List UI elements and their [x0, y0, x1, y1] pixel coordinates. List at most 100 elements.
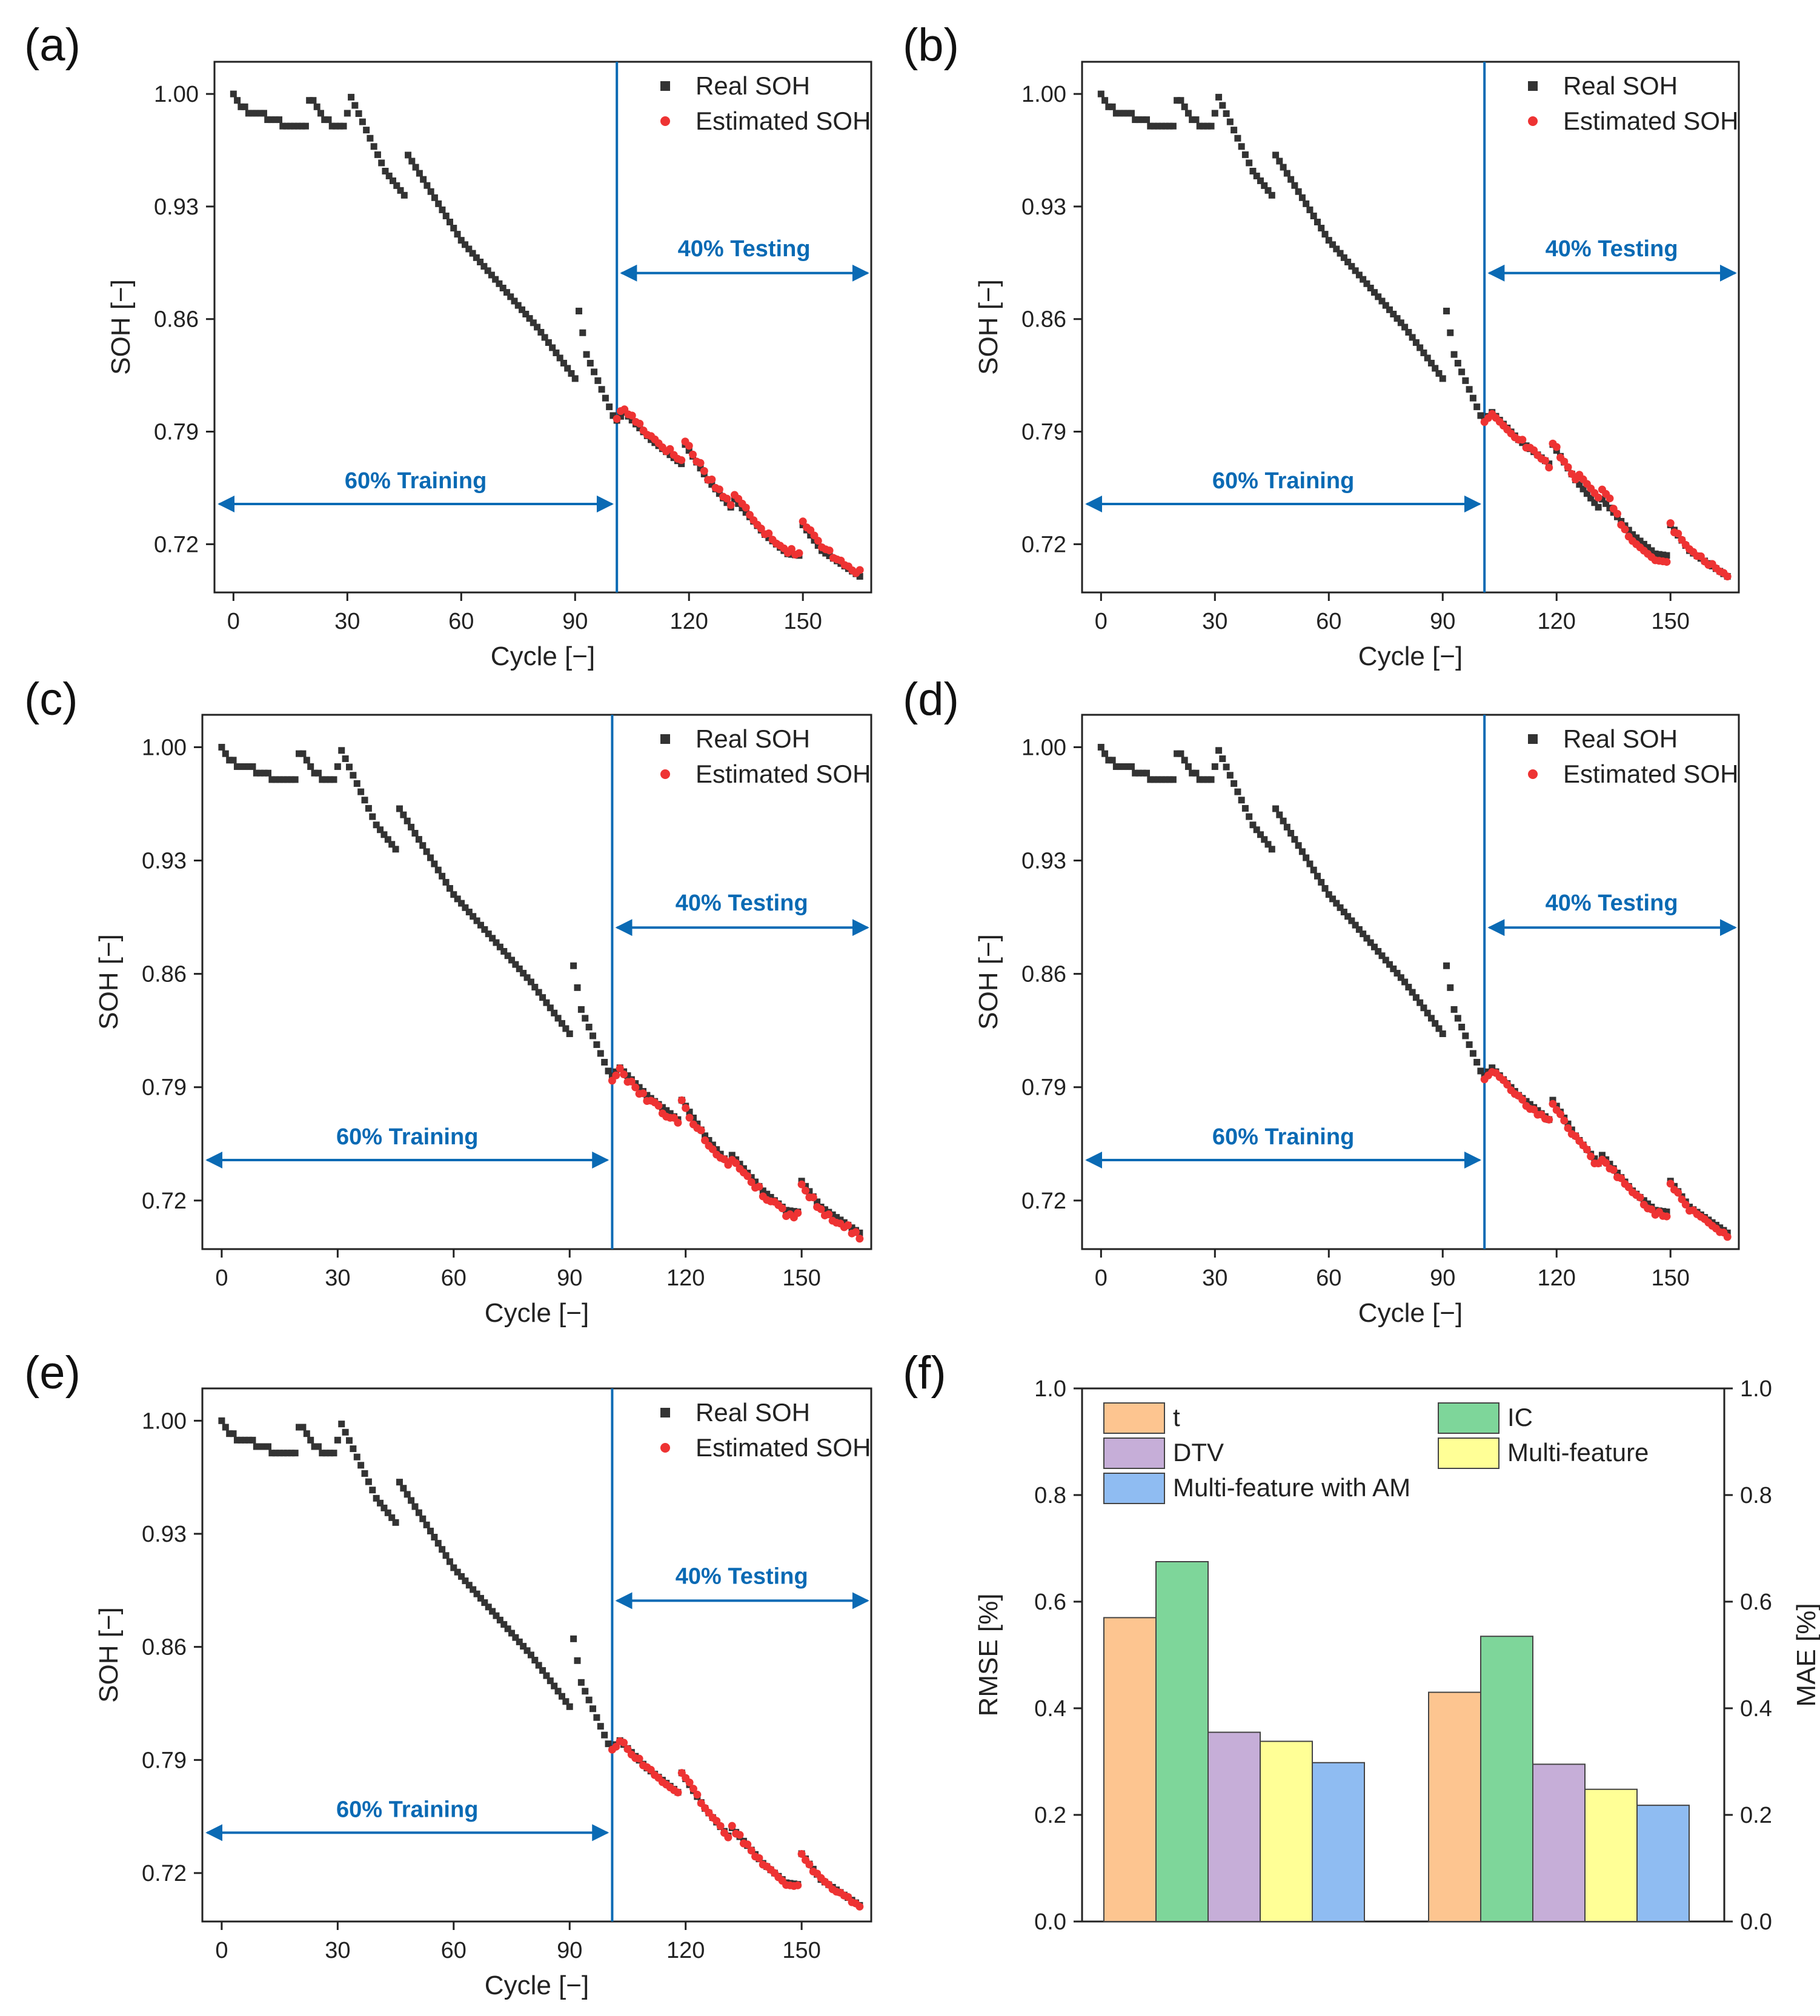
- real-soh-point: [659, 1104, 666, 1111]
- real-soh-point: [606, 403, 613, 411]
- estimated-soh-point: [1636, 1193, 1644, 1202]
- real-soh-point: [1204, 122, 1211, 130]
- real-soh-point: [504, 952, 511, 960]
- right-y-tick-label: 0.2: [1740, 1803, 1772, 1828]
- real-soh-point: [1591, 499, 1598, 506]
- x-tick-label: 90: [557, 1938, 582, 1963]
- soh-panel-d: (d) 0.72 0.79 0.86 0.93 1.00 0 30 60 90 120 150 Cycl…: [903, 674, 1740, 1328]
- real-soh-point: [496, 943, 503, 950]
- estimated-soh-point: [674, 1118, 682, 1127]
- real-soh-point: [1329, 895, 1337, 903]
- real-soh-point: [230, 757, 237, 764]
- real-soh-point: [535, 1662, 542, 1669]
- estimated-soh-point: [685, 1113, 694, 1122]
- real-soh-point: [450, 225, 457, 232]
- y-tick-label: 0.79: [154, 420, 199, 445]
- real-soh-point: [400, 1485, 407, 1492]
- legend-swatch-multi-feature-with-am: [1103, 1473, 1165, 1504]
- estimated-soh-point: [613, 414, 621, 423]
- real-soh-point: [226, 757, 233, 764]
- real-soh-point: [1663, 552, 1670, 559]
- estimated-soh-point: [755, 1182, 763, 1191]
- real-soh-point: [392, 1519, 399, 1526]
- real-soh-point: [1378, 952, 1386, 960]
- real-soh-point: [558, 1693, 565, 1700]
- real-soh-point: [499, 284, 506, 291]
- real-soh-point: [1280, 164, 1287, 171]
- real-soh-point: [271, 116, 279, 124]
- legend-estimated-label: Estimated SOH: [1563, 760, 1738, 788]
- real-soh-point: [1112, 763, 1120, 771]
- legend-real-label: Real SOH: [1563, 71, 1678, 100]
- real-soh-point: [446, 219, 453, 226]
- real-soh-point: [1602, 500, 1610, 507]
- real-soh-point: [526, 315, 533, 322]
- real-soh-point: [1397, 974, 1404, 981]
- real-soh-point: [439, 872, 446, 880]
- real-soh-point: [1207, 122, 1215, 130]
- real-soh-point: [303, 757, 310, 764]
- real-soh-point: [1246, 813, 1253, 820]
- real-soh-point: [377, 1499, 384, 1507]
- real-soh-point: [420, 176, 427, 183]
- real-soh-point: [473, 917, 480, 924]
- real-soh-point: [643, 1092, 651, 1099]
- estimated-soh-point: [1587, 1152, 1595, 1161]
- real-soh-point: [1587, 494, 1595, 502]
- estimated-soh-point: [1723, 1233, 1732, 1241]
- real-soh-point: [435, 200, 442, 207]
- real-soh-point: [1348, 917, 1355, 924]
- real-soh-point: [385, 172, 393, 179]
- real-soh-point: [1523, 1098, 1530, 1105]
- real-soh-point: [322, 1450, 330, 1457]
- real-soh-point: [462, 1577, 469, 1585]
- legend-swatch-multi-feature: [1438, 1437, 1500, 1469]
- real-soh-point: [405, 151, 412, 159]
- real-soh-point: [1287, 829, 1295, 837]
- real-soh-point: [1162, 776, 1169, 783]
- real-soh-point: [1109, 757, 1116, 764]
- real-soh-point: [1401, 323, 1409, 331]
- real-soh-point: [412, 164, 419, 171]
- legend-real-label: Real SOH: [696, 1398, 810, 1427]
- real-soh-point: [1378, 297, 1386, 305]
- real-soh-point: [1166, 122, 1173, 130]
- real-soh-point: [1355, 271, 1363, 279]
- real-soh-point: [357, 1462, 365, 1469]
- real-soh-point: [446, 885, 453, 892]
- mae-axis-label: MAE [%]: [1792, 1603, 1820, 1706]
- real-soh-point: [257, 769, 264, 777]
- estimated-soh-point: [1609, 1166, 1618, 1174]
- real-soh-point: [1280, 817, 1287, 824]
- real-soh-point: [546, 1004, 554, 1012]
- estimated-soh-point: [757, 524, 765, 532]
- real-soh-point: [1375, 947, 1382, 955]
- real-soh-point: [1151, 776, 1158, 783]
- real-soh-point: [218, 1417, 225, 1424]
- real-soh-point: [237, 103, 245, 110]
- real-soh-point: [237, 763, 245, 771]
- estimated-soh-point: [1666, 1179, 1675, 1188]
- legend-label: IC: [1507, 1403, 1533, 1431]
- real-soh-point: [1344, 258, 1352, 265]
- x-tick-label: 150: [1652, 1265, 1690, 1291]
- estimated-soh-point: [612, 1071, 620, 1079]
- real-soh-point: [1591, 1155, 1598, 1162]
- real-soh-point: [759, 1187, 766, 1195]
- real-soh-point: [1439, 375, 1446, 382]
- real-soh-point: [500, 947, 508, 955]
- real-soh-point: [367, 134, 374, 142]
- real-soh-point: [1458, 368, 1466, 376]
- real-soh-point: [1132, 116, 1139, 124]
- real-soh-point: [1283, 170, 1290, 177]
- bar-ic-mae: [1480, 1636, 1533, 1922]
- real-soh-point: [353, 1453, 360, 1461]
- real-soh-point: [1257, 177, 1264, 184]
- estimated-soh-point: [855, 1902, 864, 1911]
- real-soh-point: [1629, 531, 1636, 538]
- x-tick-label: 0: [215, 1938, 228, 1963]
- real-soh-point: [311, 1443, 318, 1450]
- estimated-soh-point: [736, 1831, 744, 1839]
- real-soh-point: [539, 1667, 546, 1674]
- real-soh-point: [338, 747, 345, 754]
